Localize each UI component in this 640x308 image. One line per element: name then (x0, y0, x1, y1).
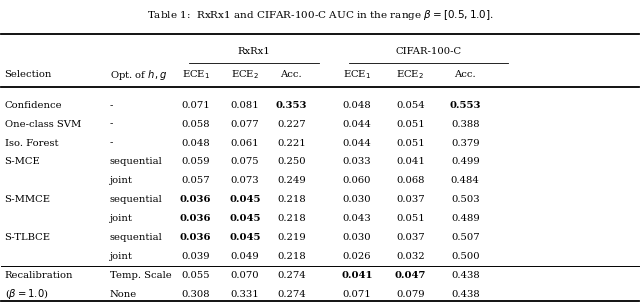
Text: 0.043: 0.043 (342, 214, 371, 223)
Text: 0.055: 0.055 (181, 271, 210, 280)
Text: 0.051: 0.051 (396, 120, 425, 128)
Text: 0.071: 0.071 (181, 101, 210, 110)
Text: 0.033: 0.033 (342, 157, 371, 166)
Text: 0.219: 0.219 (277, 233, 306, 242)
Text: 0.030: 0.030 (342, 233, 371, 242)
Text: 0.553: 0.553 (449, 101, 481, 110)
Text: 0.438: 0.438 (451, 290, 479, 299)
Text: 0.036: 0.036 (180, 195, 211, 204)
Text: Confidence: Confidence (4, 101, 62, 110)
Text: 0.039: 0.039 (181, 252, 210, 261)
Text: 0.081: 0.081 (230, 101, 259, 110)
Text: joint: joint (109, 252, 132, 261)
Text: joint: joint (109, 214, 132, 223)
Text: 0.045: 0.045 (229, 233, 260, 242)
Text: 0.274: 0.274 (277, 290, 306, 299)
Text: ECE$_1$: ECE$_1$ (343, 68, 371, 81)
Text: Recalibration: Recalibration (4, 271, 73, 280)
Text: 0.058: 0.058 (181, 120, 210, 128)
Text: Selection: Selection (4, 70, 52, 79)
Text: 0.044: 0.044 (342, 139, 371, 148)
Text: 0.032: 0.032 (396, 252, 425, 261)
Text: 0.484: 0.484 (451, 176, 480, 185)
Text: 0.499: 0.499 (451, 157, 479, 166)
Text: 0.045: 0.045 (229, 214, 260, 223)
Text: 0.057: 0.057 (181, 176, 210, 185)
Text: sequential: sequential (109, 157, 163, 166)
Text: 0.379: 0.379 (451, 139, 479, 148)
Text: 0.026: 0.026 (342, 252, 371, 261)
Text: Acc.: Acc. (280, 70, 302, 79)
Text: S-TLBCE: S-TLBCE (4, 233, 51, 242)
Text: 0.044: 0.044 (342, 120, 371, 128)
Text: Opt. of $h, g$: Opt. of $h, g$ (109, 68, 167, 82)
Text: 0.507: 0.507 (451, 233, 479, 242)
Text: S-MCE: S-MCE (4, 157, 40, 166)
Text: Iso. Forest: Iso. Forest (4, 139, 58, 148)
Text: 0.227: 0.227 (277, 120, 306, 128)
Text: 0.221: 0.221 (277, 139, 306, 148)
Text: 0.308: 0.308 (181, 290, 210, 299)
Text: 0.250: 0.250 (277, 157, 306, 166)
Text: 0.218: 0.218 (277, 214, 306, 223)
Text: 0.048: 0.048 (342, 101, 371, 110)
Text: 0.274: 0.274 (277, 271, 306, 280)
Text: 0.218: 0.218 (277, 195, 306, 204)
Text: joint: joint (109, 176, 132, 185)
Text: Table 1:  RxRx1 and CIFAR-100-C AUC in the range $\beta = [0.5, 1.0]$.: Table 1: RxRx1 and CIFAR-100-C AUC in th… (147, 8, 493, 22)
Text: 0.503: 0.503 (451, 195, 479, 204)
Text: 0.061: 0.061 (230, 139, 259, 148)
Text: ECE$_1$: ECE$_1$ (182, 68, 210, 81)
Text: -: - (109, 101, 113, 110)
Text: ECE$_2$: ECE$_2$ (231, 68, 259, 81)
Text: 0.073: 0.073 (230, 176, 259, 185)
Text: S-MMCE: S-MMCE (4, 195, 51, 204)
Text: 0.068: 0.068 (396, 176, 425, 185)
Text: 0.249: 0.249 (277, 176, 306, 185)
Text: RxRx1: RxRx1 (237, 47, 271, 56)
Text: 0.071: 0.071 (342, 290, 371, 299)
Text: ECE$_2$: ECE$_2$ (396, 68, 424, 81)
Text: 0.051: 0.051 (396, 214, 425, 223)
Text: 0.051: 0.051 (396, 139, 425, 148)
Text: 0.077: 0.077 (230, 120, 259, 128)
Text: None: None (109, 290, 137, 299)
Text: 0.030: 0.030 (342, 195, 371, 204)
Text: Temp. Scale: Temp. Scale (109, 271, 172, 280)
Text: CIFAR-100-C: CIFAR-100-C (396, 47, 461, 56)
Text: -: - (109, 120, 113, 128)
Text: 0.060: 0.060 (342, 176, 371, 185)
Text: 0.388: 0.388 (451, 120, 479, 128)
Text: ($\beta = 1.0$): ($\beta = 1.0$) (4, 287, 48, 302)
Text: 0.041: 0.041 (341, 271, 372, 280)
Text: 0.036: 0.036 (180, 233, 211, 242)
Text: 0.500: 0.500 (451, 252, 479, 261)
Text: 0.041: 0.041 (396, 157, 425, 166)
Text: 0.049: 0.049 (230, 252, 259, 261)
Text: 0.036: 0.036 (180, 214, 211, 223)
Text: sequential: sequential (109, 233, 163, 242)
Text: 0.048: 0.048 (181, 139, 210, 148)
Text: 0.045: 0.045 (229, 195, 260, 204)
Text: 0.079: 0.079 (396, 290, 425, 299)
Text: One-class SVM: One-class SVM (4, 120, 81, 128)
Text: 0.353: 0.353 (276, 101, 307, 110)
Text: 0.054: 0.054 (396, 101, 425, 110)
Text: 0.037: 0.037 (396, 233, 425, 242)
Text: 0.331: 0.331 (230, 290, 259, 299)
Text: Acc.: Acc. (454, 70, 476, 79)
Text: -: - (109, 139, 113, 148)
Text: 0.075: 0.075 (230, 157, 259, 166)
Text: 0.037: 0.037 (396, 195, 425, 204)
Text: 0.489: 0.489 (451, 214, 479, 223)
Text: 0.438: 0.438 (451, 271, 479, 280)
Text: 0.070: 0.070 (230, 271, 259, 280)
Text: 0.059: 0.059 (181, 157, 210, 166)
Text: 0.218: 0.218 (277, 252, 306, 261)
Text: 0.047: 0.047 (395, 271, 426, 280)
Text: sequential: sequential (109, 195, 163, 204)
